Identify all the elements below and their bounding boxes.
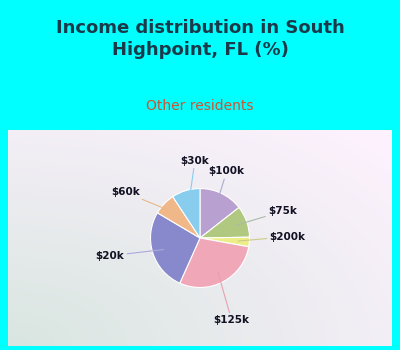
Wedge shape <box>180 238 249 287</box>
Wedge shape <box>200 208 250 238</box>
Text: $60k: $60k <box>111 187 172 212</box>
Wedge shape <box>200 189 239 238</box>
Text: $75k: $75k <box>236 206 297 225</box>
Text: $125k: $125k <box>214 272 250 326</box>
Text: $100k: $100k <box>209 166 245 204</box>
Text: $200k: $200k <box>238 232 306 242</box>
Text: Income distribution in South
Highpoint, FL (%): Income distribution in South Highpoint, … <box>56 19 344 58</box>
Text: $30k: $30k <box>180 156 209 202</box>
Text: $20k: $20k <box>96 250 164 261</box>
Wedge shape <box>200 237 250 247</box>
Wedge shape <box>158 197 200 238</box>
Text: Other residents: Other residents <box>146 99 254 113</box>
Wedge shape <box>150 213 200 283</box>
Wedge shape <box>173 189 200 238</box>
